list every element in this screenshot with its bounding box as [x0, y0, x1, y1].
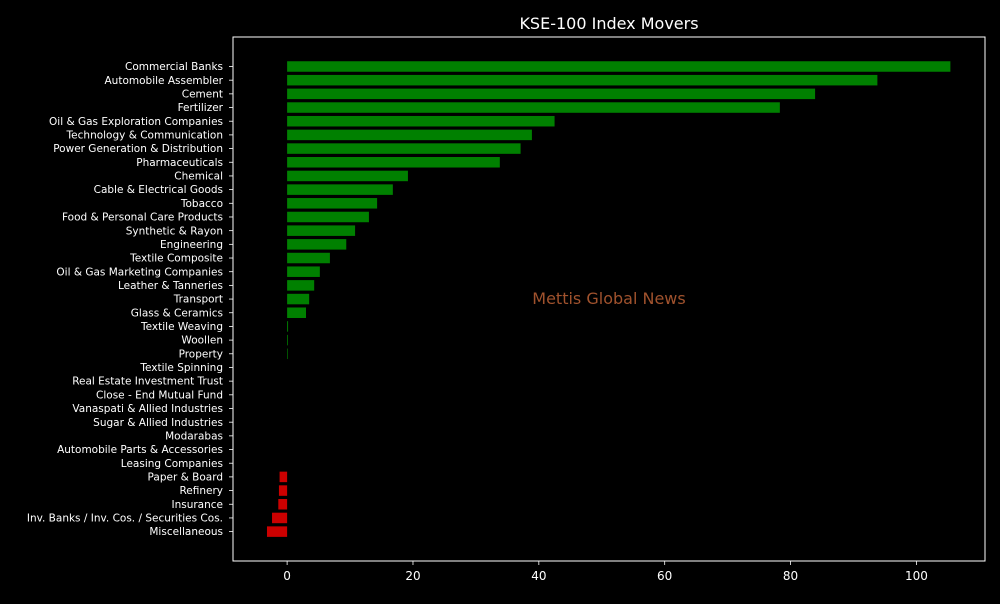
y-tick-label: Pharmaceuticals — [136, 157, 223, 169]
bar — [287, 348, 288, 360]
y-tick-label: Transport — [173, 294, 223, 306]
y-tick-label: Sugar & Allied Industries — [93, 417, 223, 429]
bar — [287, 143, 521, 154]
y-tick-label: Woollen — [181, 335, 223, 347]
bar — [278, 499, 288, 510]
y-tick-label: Vanaspati & Allied Industries — [72, 403, 223, 415]
y-tick-label: Modarabas — [165, 430, 223, 442]
x-tick-label: 100 — [905, 569, 928, 583]
y-tick-label: Fertilizer — [178, 102, 224, 114]
y-tick-label: Glass & Ceramics — [131, 307, 223, 319]
bar — [287, 198, 378, 209]
bar — [287, 252, 330, 264]
bar — [287, 334, 288, 346]
y-tick-label: Commercial Banks — [125, 61, 223, 73]
y-tick-label: Real Estate Investment Trust — [72, 376, 223, 388]
y-tick-label: Synthetic & Rayon — [126, 225, 223, 237]
y-tick-label: Cable & Electrical Goods — [94, 184, 223, 196]
bar — [287, 115, 555, 127]
y-tick-label: Tobacco — [180, 198, 223, 210]
y-tick-label: Leasing Companies — [121, 458, 223, 470]
bar — [287, 88, 816, 100]
y-tick-label: Textile Spinning — [139, 362, 223, 374]
bar — [287, 102, 780, 113]
bar — [287, 266, 320, 277]
x-tick-label: 80 — [783, 569, 798, 583]
y-tick-label: Paper & Board — [148, 472, 223, 484]
bar — [287, 184, 393, 195]
bar — [287, 157, 500, 168]
bar — [287, 321, 289, 332]
x-tick-label: 20 — [405, 569, 420, 583]
bar — [287, 280, 315, 291]
y-tick-label: Food & Personal Care Products — [62, 212, 223, 224]
bar — [279, 471, 288, 483]
y-tick-label: Cement — [182, 88, 223, 100]
bar — [287, 225, 356, 236]
bar — [266, 526, 288, 537]
x-tick-label: 0 — [283, 569, 291, 583]
bar — [278, 485, 288, 496]
x-tick-label: 60 — [657, 569, 672, 583]
bar — [287, 211, 369, 223]
y-tick-label: Insurance — [171, 499, 223, 511]
y-tick-label: Close - End Mutual Fund — [96, 389, 223, 401]
x-tick-label: 40 — [531, 569, 546, 583]
y-tick-label: Chemical — [174, 171, 223, 183]
y-tick-label: Technology & Communication — [66, 130, 223, 142]
bar — [287, 129, 532, 141]
bar — [287, 170, 408, 182]
y-tick-label: Automobile Parts & Accessories — [57, 444, 223, 456]
bar — [287, 293, 310, 305]
bar — [287, 61, 951, 72]
y-tick-label: Leather & Tanneries — [118, 280, 223, 292]
bar — [287, 307, 306, 318]
x-axis-ticks: 0 20 40 60 80 100 — [283, 561, 928, 583]
bars-layer — [266, 61, 951, 537]
y-tick-label: Refinery — [179, 485, 223, 497]
watermark-text: Mettis Global News — [532, 289, 685, 308]
bar — [287, 239, 347, 250]
chart-title: KSE-100 Index Movers — [519, 14, 698, 33]
y-tick-label: Automobile Assembler — [105, 75, 224, 87]
bar — [272, 512, 288, 524]
category-labels: Commercial Banks Automobile AssemblerCeme… — [27, 61, 233, 538]
y-tick-label: Miscellaneous — [149, 526, 223, 538]
bar — [287, 74, 878, 86]
y-tick-label: Property — [179, 348, 223, 360]
y-tick-label: Textile Composite — [129, 253, 223, 265]
y-tick-label: Inv. Banks / Inv. Cos. / Securities Cos. — [27, 513, 223, 525]
y-tick-label: Engineering — [160, 239, 223, 251]
y-tick-label: Oil & Gas Marketing Companies — [56, 266, 223, 278]
y-tick-label: Textile Weaving — [140, 321, 223, 333]
y-tick-label: Oil & Gas Exploration Companies — [49, 116, 223, 128]
y-tick-label: Power Generation & Distribution — [53, 143, 223, 155]
